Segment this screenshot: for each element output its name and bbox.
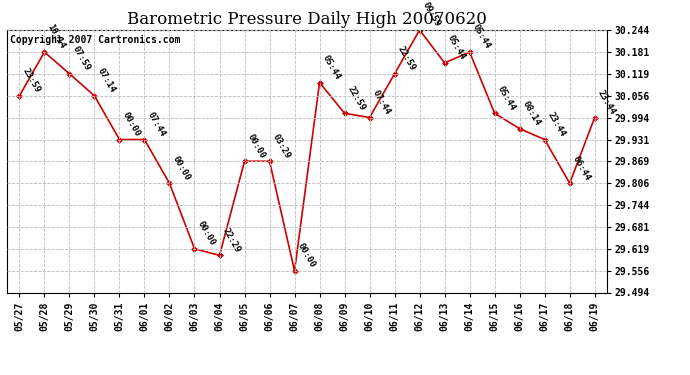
Text: 00:00: 00:00 bbox=[171, 154, 192, 182]
Text: 00:00: 00:00 bbox=[121, 110, 142, 138]
Text: 22:59: 22:59 bbox=[396, 45, 417, 72]
Text: 06:44: 06:44 bbox=[571, 154, 592, 182]
Text: 05:44: 05:44 bbox=[496, 84, 518, 112]
Text: 23:44: 23:44 bbox=[596, 88, 618, 116]
Text: 05:44: 05:44 bbox=[321, 53, 342, 81]
Text: 23:59: 23:59 bbox=[21, 67, 42, 94]
Text: 08:14: 08:14 bbox=[521, 99, 542, 127]
Text: 07:59: 07:59 bbox=[71, 45, 92, 72]
Text: 00:00: 00:00 bbox=[246, 132, 267, 160]
Text: 22:29: 22:29 bbox=[221, 226, 242, 254]
Text: 03:29: 03:29 bbox=[271, 132, 292, 160]
Text: 05:44: 05:44 bbox=[446, 34, 467, 62]
Text: 23:44: 23:44 bbox=[546, 110, 567, 138]
Text: 09:59: 09:59 bbox=[421, 1, 442, 28]
Title: Barometric Pressure Daily High 20070620: Barometric Pressure Daily High 20070620 bbox=[127, 12, 487, 28]
Text: 07:44: 07:44 bbox=[371, 88, 392, 116]
Text: 10:14: 10:14 bbox=[46, 23, 67, 51]
Text: 00:00: 00:00 bbox=[196, 220, 217, 248]
Text: Copyright 2007 Cartronics.com: Copyright 2007 Cartronics.com bbox=[10, 35, 180, 45]
Text: 07:44: 07:44 bbox=[146, 110, 167, 138]
Text: 07:14: 07:14 bbox=[96, 67, 117, 94]
Text: 00:00: 00:00 bbox=[296, 242, 317, 269]
Text: 05:44: 05:44 bbox=[471, 23, 492, 51]
Text: 22:59: 22:59 bbox=[346, 84, 367, 112]
